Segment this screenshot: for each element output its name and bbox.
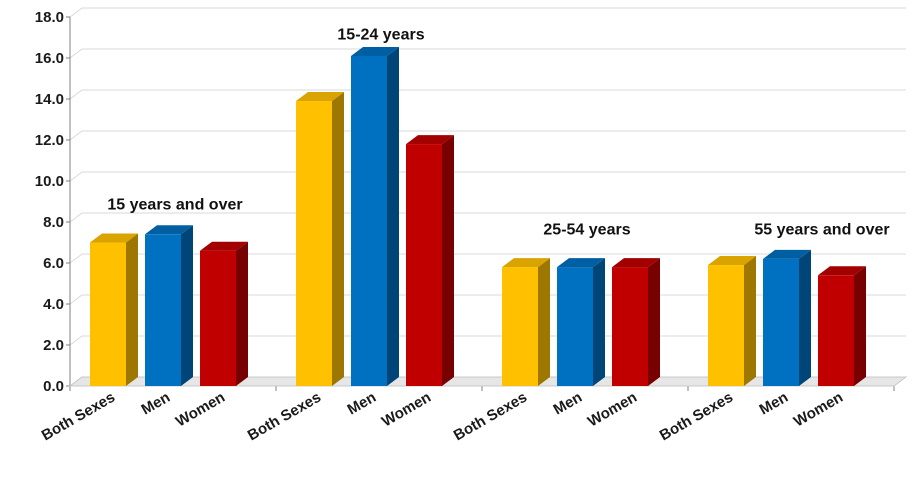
y-tick-label: 18.0 xyxy=(35,9,64,26)
bar-top xyxy=(406,135,454,145)
bar-top xyxy=(200,241,248,251)
bar xyxy=(818,266,866,386)
gridline xyxy=(69,130,906,141)
category-label: Women xyxy=(379,389,434,431)
bar-front xyxy=(502,267,538,386)
bar-top xyxy=(557,258,605,268)
bar-top xyxy=(351,46,399,56)
category-label: Women xyxy=(173,389,228,431)
y-tick-label: 16.0 xyxy=(35,50,64,67)
bar xyxy=(612,258,660,386)
category-label: Both Sexes xyxy=(657,389,736,445)
bar xyxy=(708,256,756,386)
bar xyxy=(763,249,811,386)
bar-top xyxy=(145,225,193,235)
bar xyxy=(557,258,605,386)
bar-side xyxy=(538,258,550,386)
bar xyxy=(406,135,454,386)
bar-front xyxy=(200,250,236,386)
y-tick-label: 8.0 xyxy=(43,214,64,231)
group-label: 15-24 years xyxy=(337,27,424,44)
bar-side xyxy=(387,46,399,386)
bar-top xyxy=(502,258,550,268)
bar-front xyxy=(612,267,648,386)
y-tick-label: 4.0 xyxy=(43,296,64,313)
bar-front xyxy=(145,234,181,386)
y-tick-label: 6.0 xyxy=(43,255,64,272)
bar-front xyxy=(818,275,854,386)
gridline xyxy=(69,7,906,18)
bar-front xyxy=(557,267,593,386)
bar-side xyxy=(648,258,660,386)
category-label: Men xyxy=(139,389,173,419)
bar xyxy=(90,233,138,386)
gridline xyxy=(69,171,906,182)
y-tick-label: 12.0 xyxy=(35,132,64,149)
bar-side xyxy=(181,225,193,386)
bar xyxy=(351,46,399,386)
gridline xyxy=(69,89,906,100)
category-label: Women xyxy=(585,389,640,431)
bar xyxy=(200,241,248,386)
bar-side xyxy=(442,135,454,386)
bar-front xyxy=(351,55,387,386)
y-tick-label: 0.0 xyxy=(43,378,64,395)
bar-front xyxy=(296,101,332,387)
category-label: Both Sexes xyxy=(245,389,324,445)
category-label: Men xyxy=(757,389,791,419)
group-label: 55 years and over xyxy=(754,221,889,238)
bar-side xyxy=(799,249,811,386)
group-label: 15 years and over xyxy=(107,197,242,214)
bar xyxy=(296,92,344,387)
bar-side xyxy=(332,92,344,387)
bar-front xyxy=(708,265,744,386)
group-label: 25-54 years xyxy=(543,221,630,238)
category-label: Men xyxy=(345,389,379,419)
category-label: Both Sexes xyxy=(451,389,530,445)
bar-top xyxy=(90,233,138,243)
gridline xyxy=(69,48,906,59)
category-label: Women xyxy=(791,389,846,431)
category-labels: Both Sexes Men Women Both Sexes Men Women Both… xyxy=(39,389,846,445)
grid-lines xyxy=(69,7,906,387)
bar-top xyxy=(818,266,866,276)
bar xyxy=(145,225,193,386)
bar-side xyxy=(126,233,138,386)
bars xyxy=(90,46,866,387)
group-labels: 15 years and over 15-24 years 25-54 years 5… xyxy=(107,27,889,239)
bar xyxy=(502,258,550,386)
y-tick-label: 14.0 xyxy=(35,91,64,108)
gridline xyxy=(69,212,906,223)
bar-top xyxy=(612,258,660,268)
bar-top xyxy=(708,256,756,266)
bar-front xyxy=(90,242,126,386)
bar-top xyxy=(296,92,344,102)
bar-side xyxy=(854,266,866,386)
bar-side xyxy=(593,258,605,386)
y-tick-label: 2.0 xyxy=(43,337,64,354)
category-label: Men xyxy=(551,389,585,419)
bar-front xyxy=(406,144,442,386)
bar-side xyxy=(236,241,248,386)
bar-top xyxy=(763,249,811,259)
bar-front xyxy=(763,258,799,386)
bar-side xyxy=(744,256,756,386)
y-tick-labels: 0.0 2.0 4.0 6.0 8.0 10.0 12.0 14.0 16.0 18.0 xyxy=(35,9,64,395)
category-label: Both Sexes xyxy=(39,389,118,445)
y-tick-label: 10.0 xyxy=(35,173,64,190)
gridline xyxy=(69,253,906,264)
